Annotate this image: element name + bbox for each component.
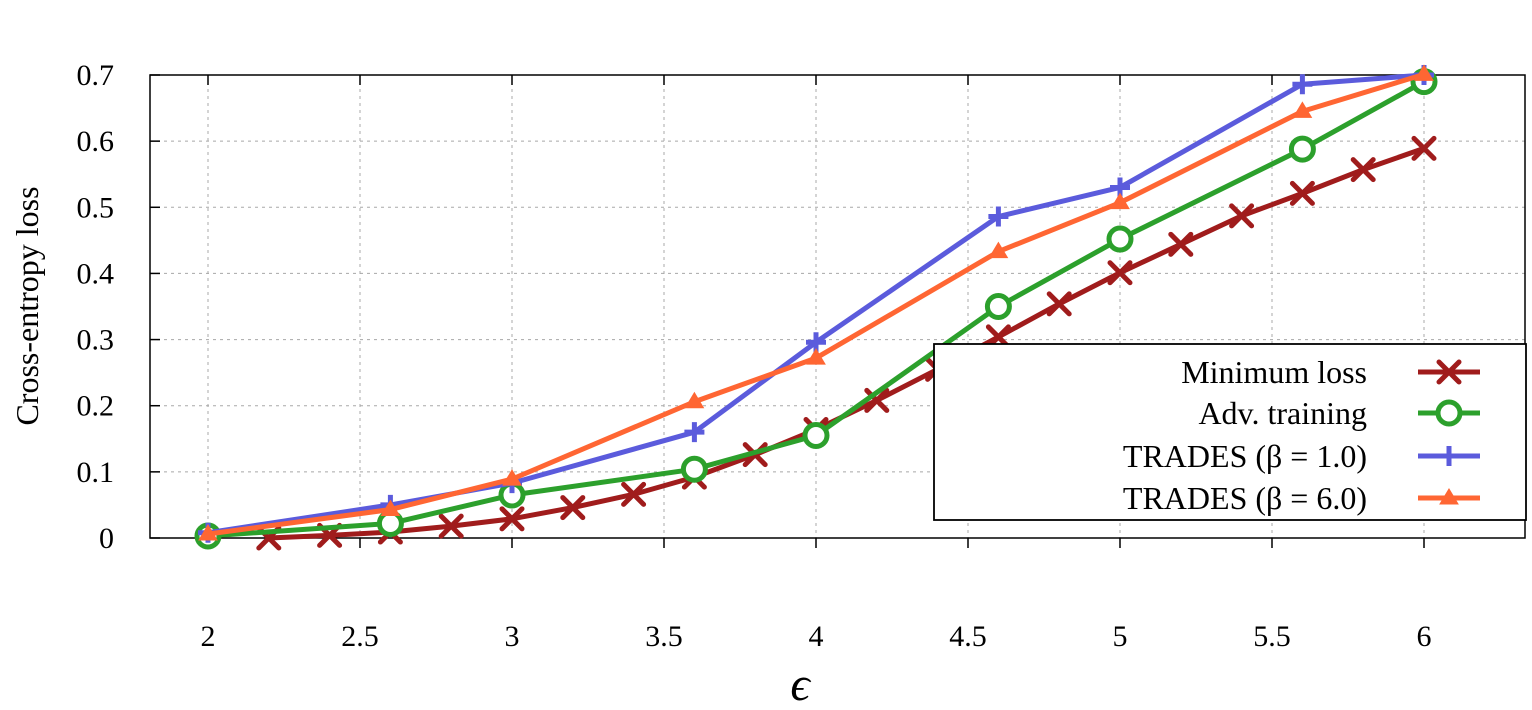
data-point bbox=[1350, 157, 1376, 183]
data-point bbox=[1292, 101, 1313, 118]
data-point bbox=[988, 241, 1009, 259]
y-tick-label: 0 bbox=[99, 522, 114, 555]
series-3 bbox=[198, 64, 1434, 541]
data-point bbox=[864, 387, 890, 413]
x-tick-label: 2.5 bbox=[341, 620, 379, 653]
x-axis-title: ϵ bbox=[790, 658, 811, 710]
data-point bbox=[984, 293, 1012, 320]
legend-swatch-marker bbox=[1439, 446, 1459, 466]
data-point bbox=[1292, 74, 1313, 95]
data-point bbox=[1110, 192, 1130, 210]
data-point bbox=[438, 513, 464, 539]
series-layer bbox=[194, 64, 1438, 551]
x-tick-label: 5 bbox=[1113, 620, 1128, 653]
data-point bbox=[684, 422, 705, 443]
y-tick-label: 0.6 bbox=[77, 125, 115, 158]
data-point bbox=[1411, 135, 1437, 161]
x-tick-label: 2 bbox=[201, 620, 216, 653]
legend-swatch-marker bbox=[1435, 399, 1463, 427]
data-point bbox=[621, 481, 647, 507]
data-point bbox=[1288, 135, 1316, 163]
data-point bbox=[1414, 64, 1434, 81]
data-point bbox=[806, 348, 826, 365]
data-point bbox=[1107, 260, 1133, 286]
data-point bbox=[560, 495, 586, 521]
data-point bbox=[680, 455, 708, 483]
plot-frame bbox=[149, 74, 1526, 539]
y-tick-label: 0.3 bbox=[77, 324, 115, 357]
legend-label: Minimum loss bbox=[1181, 354, 1367, 390]
y-tick-label: 0.7 bbox=[77, 59, 115, 92]
x-tick-label: 3 bbox=[505, 620, 520, 653]
data-point bbox=[198, 524, 218, 541]
x-tick-label: 5.5 bbox=[1253, 620, 1291, 653]
data-point bbox=[1046, 291, 1072, 317]
legend-label: TRADES (β = 6.0) bbox=[1123, 480, 1367, 516]
y-tick-label: 0.2 bbox=[77, 390, 115, 423]
x-tick-label: 4.5 bbox=[949, 620, 987, 653]
data-point bbox=[1168, 231, 1194, 257]
legend-swatch-marker bbox=[1439, 488, 1459, 505]
data-point bbox=[1229, 203, 1255, 229]
x-tick-label: 3.5 bbox=[645, 620, 683, 653]
data-point bbox=[499, 506, 525, 532]
y-tick-label: 0.4 bbox=[77, 257, 115, 290]
axes: 2 2.5 3 3.5 4 4.5 5 5.5 6 0 0.1 0.2 0.3 0.4 0.5 0.6 0.7 bbox=[77, 59, 1432, 653]
x-tick-label: 6 bbox=[1417, 620, 1432, 653]
data-point bbox=[988, 206, 1009, 227]
data-point bbox=[1106, 225, 1134, 253]
legend-label: TRADES (β = 1.0) bbox=[1123, 438, 1367, 474]
data-point bbox=[502, 469, 522, 486]
data-point bbox=[802, 421, 830, 449]
y-tick-label: 0.1 bbox=[77, 456, 115, 489]
legend-label: Adv. training bbox=[1198, 395, 1367, 431]
y-tick-label: 0.5 bbox=[77, 191, 115, 224]
legend-swatch-marker bbox=[1436, 359, 1462, 385]
data-point bbox=[1289, 180, 1315, 206]
legend: Minimum loss Adv. training TRADES (β = 1.0… bbox=[933, 343, 1527, 521]
y-axis-title: Cross-entropy loss bbox=[9, 186, 45, 425]
data-point bbox=[684, 391, 705, 409]
x-tick-label: 4 bbox=[809, 620, 824, 653]
data-point bbox=[380, 499, 401, 517]
